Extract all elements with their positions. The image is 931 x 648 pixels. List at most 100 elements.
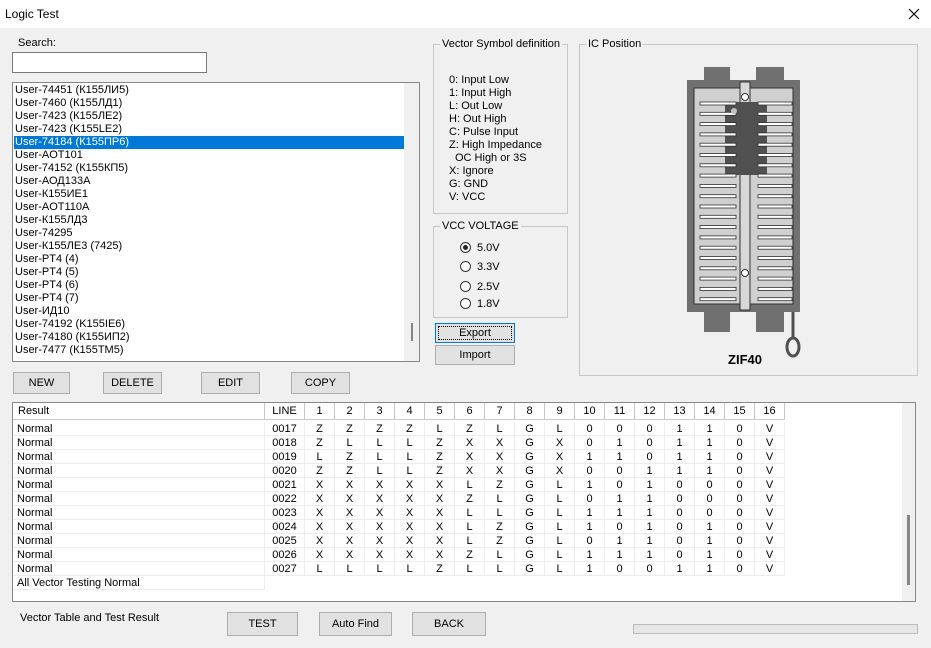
table-cell: 1 <box>665 422 695 436</box>
table-cell: 1 <box>695 548 725 562</box>
list-item[interactable]: User-PT4 (5) <box>15 266 79 278</box>
pin-slot <box>699 111 737 116</box>
pin-slot <box>699 101 737 106</box>
pin-slot <box>757 111 793 116</box>
list-item[interactable]: User-74184 (К155ПР6) <box>14 136 404 149</box>
radio[interactable] <box>460 298 471 309</box>
list-item[interactable]: User-74152 (К155КП5) <box>15 162 129 174</box>
column-header[interactable]: 13 <box>665 403 695 420</box>
column-header[interactable]: 1 <box>305 403 335 420</box>
column-header[interactable]: 7 <box>485 403 515 420</box>
list-item[interactable]: User-7423 (К155ЛЕ2) <box>15 110 123 122</box>
table-cell: X <box>395 492 425 506</box>
radio-label[interactable]: 1.8V <box>477 298 500 310</box>
column-header[interactable]: 9 <box>545 403 575 420</box>
pin-slot <box>699 256 737 260</box>
column-header[interactable]: 8 <box>515 403 545 420</box>
table-cell: Z <box>425 562 455 576</box>
button[interactable]: DELETE <box>103 372 162 394</box>
column-header[interactable]: 5 <box>425 403 455 420</box>
scroll-thumb[interactable] <box>411 323 413 341</box>
radio[interactable] <box>460 281 471 292</box>
button[interactable]: Import <box>435 345 515 365</box>
table-cell: 0 <box>695 506 725 520</box>
table-cell: 0 <box>725 520 755 534</box>
list-item[interactable]: User-ИД10 <box>15 305 70 317</box>
list-item[interactable]: User-К155ЛД3 <box>15 214 88 226</box>
pin-slot <box>757 235 793 240</box>
search-input[interactable] <box>12 52 207 73</box>
table-cell: X <box>425 478 455 492</box>
column-header[interactable]: 2 <box>335 403 365 420</box>
scrollbar[interactable] <box>902 403 915 601</box>
table-cell: Normal <box>13 562 265 576</box>
table-cell: L <box>425 422 455 436</box>
list-item[interactable]: User-74451 (К155ЛИ5) <box>15 84 129 96</box>
table-cell: V <box>755 506 785 520</box>
table-cell: V <box>755 422 785 436</box>
button[interactable]: EDIT <box>201 372 260 394</box>
list-item[interactable]: User-AOT110A <box>15 201 90 213</box>
pin-slot <box>699 194 737 199</box>
list-item[interactable]: User-7460 (К155ЛД1) <box>15 97 123 109</box>
column-header[interactable]: 15 <box>725 403 755 420</box>
list-item[interactable]: User-АОД133А <box>15 175 91 187</box>
list-item[interactable]: User-7477 (К155ТМ5) <box>15 344 124 356</box>
table-cell: 1 <box>605 548 635 562</box>
list-item[interactable]: User-AOT101 <box>15 149 83 161</box>
radio-label[interactable]: 3.3V <box>477 261 500 273</box>
pin-slot <box>757 132 793 137</box>
table-cell: L <box>365 464 395 478</box>
column-header[interactable]: 14 <box>695 403 725 420</box>
table-cell: 0 <box>605 478 635 492</box>
scroll-thumb[interactable] <box>907 515 910 585</box>
column-header[interactable]: 11 <box>605 403 635 420</box>
table-cell: L <box>395 464 425 478</box>
column-header[interactable]: Result <box>13 403 265 420</box>
table-cell: 0026 <box>265 548 305 562</box>
table-cell: X <box>425 520 455 534</box>
scrollbar[interactable] <box>404 83 419 361</box>
list-item[interactable]: User-74295 <box>15 227 73 239</box>
list-item[interactable]: User-74192 (K155IE6) <box>15 318 126 330</box>
table-cell: 1 <box>635 548 665 562</box>
column-header[interactable]: 10 <box>575 403 605 420</box>
button[interactable]: BACK <box>412 612 486 636</box>
button[interactable]: Export <box>435 323 515 343</box>
column-header[interactable]: 16 <box>755 403 785 420</box>
list-item[interactable]: User-К155ИЕ1 <box>15 188 89 200</box>
radio-label[interactable]: 5.0V <box>477 242 500 254</box>
table-cell: 0 <box>665 492 695 506</box>
button[interactable]: COPY <box>291 372 350 394</box>
table-cell: X <box>305 548 335 562</box>
table-cell: 1 <box>605 450 635 464</box>
table-cell: Z <box>305 464 335 478</box>
close-button[interactable] <box>907 7 921 21</box>
button[interactable]: NEW <box>13 372 70 394</box>
table-cell: X <box>425 548 455 562</box>
button[interactable]: Auto Find <box>319 612 392 636</box>
radio[interactable] <box>460 242 471 253</box>
list-item[interactable]: User-74180 (К155ИП2) <box>15 331 130 343</box>
radio[interactable] <box>460 261 471 272</box>
radio-label[interactable]: 2.5V <box>477 281 500 293</box>
column-header[interactable]: 12 <box>635 403 665 420</box>
table-cell: X <box>335 548 365 562</box>
button[interactable]: TEST <box>227 612 298 636</box>
table-cell: Normal <box>13 450 265 464</box>
table-cell: G <box>515 534 545 548</box>
table-cell: Normal <box>13 506 265 520</box>
table-cell: Z <box>305 422 335 436</box>
table-cell: X <box>305 478 335 492</box>
column-header[interactable]: 4 <box>395 403 425 420</box>
table-cell: Z <box>455 548 485 562</box>
list-item[interactable]: User-PT4 (6) <box>15 279 79 291</box>
column-header[interactable]: 6 <box>455 403 485 420</box>
pin-slot <box>757 245 793 250</box>
list-item[interactable]: User-PT4 (7) <box>15 292 79 304</box>
list-item[interactable]: User-К155ЛЕ3 (7425) <box>15 240 123 252</box>
column-header[interactable]: 3 <box>365 403 395 420</box>
list-item[interactable]: User-7423 (K155LE2) <box>15 123 123 135</box>
list-item[interactable]: User-PT4 (4) <box>15 253 79 265</box>
column-header[interactable]: LINE <box>265 403 305 420</box>
